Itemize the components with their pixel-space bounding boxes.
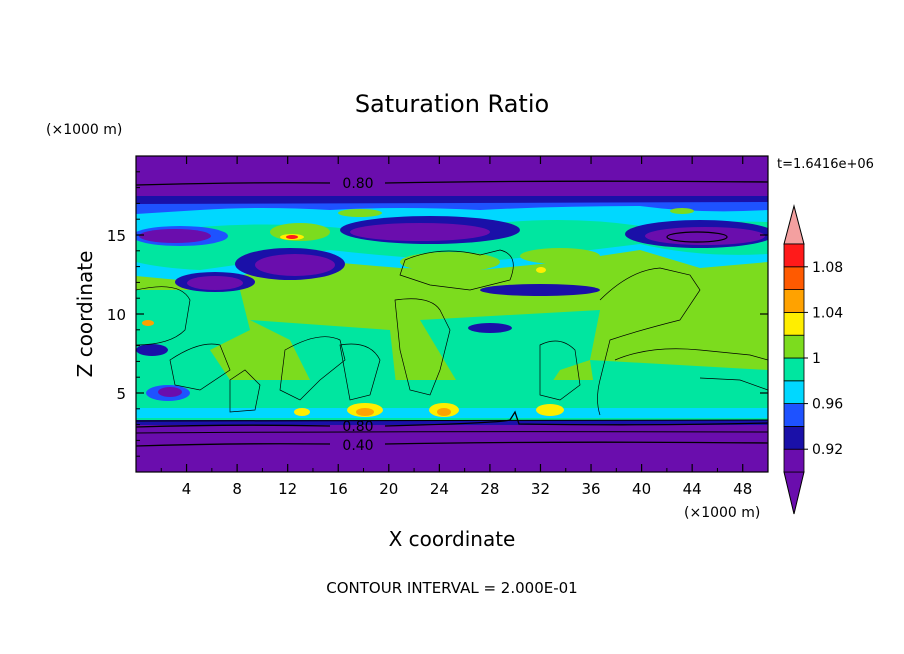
field-teal-patches [136, 290, 768, 425]
y-unit-label: (×1000 m) [46, 122, 122, 138]
contour-line-lower-040 [136, 441, 768, 447]
colorbar-segment [783, 448, 805, 473]
field-bottom-navy [136, 420, 768, 426]
warm-spot-6 [142, 320, 154, 326]
x-tick-label: 32 [531, 480, 550, 498]
x-tick-label: 40 [632, 480, 651, 498]
colorbar-segment [783, 403, 805, 427]
x-tick-label: 44 [683, 480, 702, 498]
x-tick-label: 20 [379, 480, 398, 498]
colorbar-tick-label: 1 [812, 351, 821, 367]
dry-pocket-4-core [255, 254, 335, 276]
moist-blob-4 [338, 209, 382, 217]
contour-line-upper-080 [136, 180, 768, 186]
moist-blob-2 [400, 252, 500, 272]
warm-spot-2b [437, 408, 451, 416]
dry-pocket-5-core [187, 276, 243, 290]
colorbar-tick-label: 1.04 [812, 305, 843, 321]
y-tick-label: 10 [107, 306, 126, 324]
contour-line-lower-080 [136, 410, 768, 428]
colorbar-segment [783, 311, 805, 336]
colorbar-segment [783, 334, 805, 359]
colorbar-segment [783, 266, 805, 290]
warm-spot-3 [536, 404, 564, 416]
warm-spot-4 [294, 408, 310, 416]
contour-interval-footer: CONTOUR INTERVAL = 2.000E-01 [326, 579, 577, 597]
colorbar-segment [783, 357, 805, 382]
colorbar-segment [783, 380, 805, 404]
y-tick-label: 15 [107, 227, 126, 245]
warm-spot-1b [356, 408, 374, 416]
x-axis-label: X coordinate [389, 527, 516, 551]
chart-title: Saturation Ratio [355, 90, 549, 118]
x-tick-label: 28 [480, 480, 499, 498]
y-tick-label: 5 [116, 385, 126, 403]
warm-spot-5b [286, 235, 298, 239]
time-label: t=1.6416e+06 [777, 157, 874, 172]
x-axis: 4 8 12 16 20 24 28 32 36 40 44 48 [160, 156, 752, 498]
x-tick-label: 12 [278, 480, 297, 498]
contour-ring-upper [666, 231, 728, 243]
field-top-purple [136, 156, 768, 196]
colorbar-top-extend [783, 204, 805, 245]
x-tick-label: 36 [581, 480, 600, 498]
colorbar-bottom-extend [783, 471, 805, 515]
dry-pocket-1-core [139, 229, 211, 243]
dry-pocket-8 [136, 344, 168, 356]
contour-field [136, 156, 768, 472]
y-axis-label: Z coordinate [73, 251, 97, 378]
colorbar-segment [783, 243, 805, 268]
contour-labels: 0.80 0.80 0.40 [342, 176, 373, 454]
dry-pocket-2-core [350, 223, 490, 241]
dry-pocket-6 [480, 284, 600, 296]
y-axis: 5 10 15 [107, 171, 768, 457]
contour-label: 0.80 [342, 419, 373, 435]
colorbar: 0.92 0.96 1 1.04 1.08 [783, 204, 843, 515]
x-tick-label: 24 [430, 480, 449, 498]
x-tick-label: 4 [182, 480, 192, 498]
x-tick-label: 16 [329, 480, 348, 498]
moist-blob-5 [670, 208, 694, 214]
contour-cloud-outlines [136, 249, 768, 416]
x-tick-label: 48 [733, 480, 752, 498]
colorbar-tick-label: 1.08 [812, 260, 843, 276]
contour-label: 0.80 [342, 176, 373, 192]
x-tick-label: 8 [232, 480, 242, 498]
colorbar-segment [783, 425, 805, 450]
warm-spot-7 [536, 267, 546, 273]
dry-pocket-9-core [158, 387, 182, 397]
moist-blob-3 [520, 248, 600, 264]
x-unit-label: (×1000 m) [684, 505, 760, 521]
contour-label: 0.40 [342, 438, 373, 454]
dry-pocket-7 [468, 323, 512, 333]
colorbar-segment [783, 289, 805, 313]
colorbar-tick-label: 0.92 [812, 442, 843, 458]
contour-line-edge [136, 419, 768, 434]
colorbar-tick-label: 0.96 [812, 397, 843, 413]
